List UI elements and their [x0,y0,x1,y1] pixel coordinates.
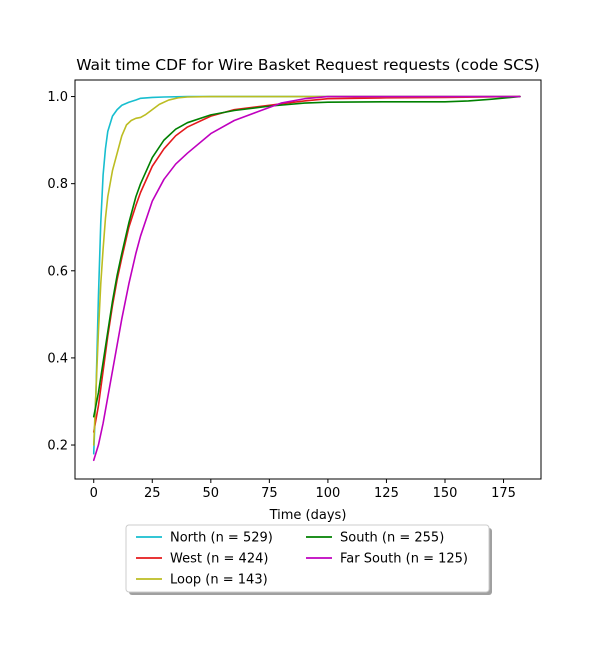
series-line-4 [92,95,521,462]
x-tick-label: 150 [433,486,458,501]
x-tick-label: 175 [491,486,516,501]
x-axis-title: Time (days) [269,508,347,523]
y-axis: 0.2 0.4 0.6 0.8 1.0 [47,90,75,454]
y-tick-label: 0.6 [47,264,68,279]
y-tick-label: 1.0 [47,90,68,105]
x-tick-label: 125 [374,486,399,501]
y-tick-label: 0.8 [47,177,68,192]
series-line-1 [92,95,521,433]
series-line-2 [92,95,521,446]
legend: North (n = 529) West (n = 424) Loop (n = 1… [125,524,492,595]
chart-title: Wait time CDF for Wire Basket Request re… [76,56,540,74]
y-tick-label: 0.4 [47,351,68,366]
x-tick-label: 50 [203,486,220,501]
x-tick-label: 0 [90,486,98,501]
x-tick-label: 75 [261,486,278,501]
series-lines [92,95,521,462]
y-tick-label: 0.2 [47,439,68,454]
legend-label-2: Loop (n = 143) [170,573,268,588]
x-tick-label: 25 [144,486,161,501]
legend-label-1: West (n = 424) [170,552,268,567]
series-line-3 [92,95,521,418]
legend-label-0: North (n = 529) [170,531,273,546]
plot-area-frame [74,79,542,480]
legend-label-3: South (n = 255) [340,531,444,546]
x-axis: 0 25 50 75 100 125 150 175 [90,479,516,501]
legend-label-4: Far South (n = 125) [340,552,468,567]
x-tick-label: 100 [315,486,340,501]
